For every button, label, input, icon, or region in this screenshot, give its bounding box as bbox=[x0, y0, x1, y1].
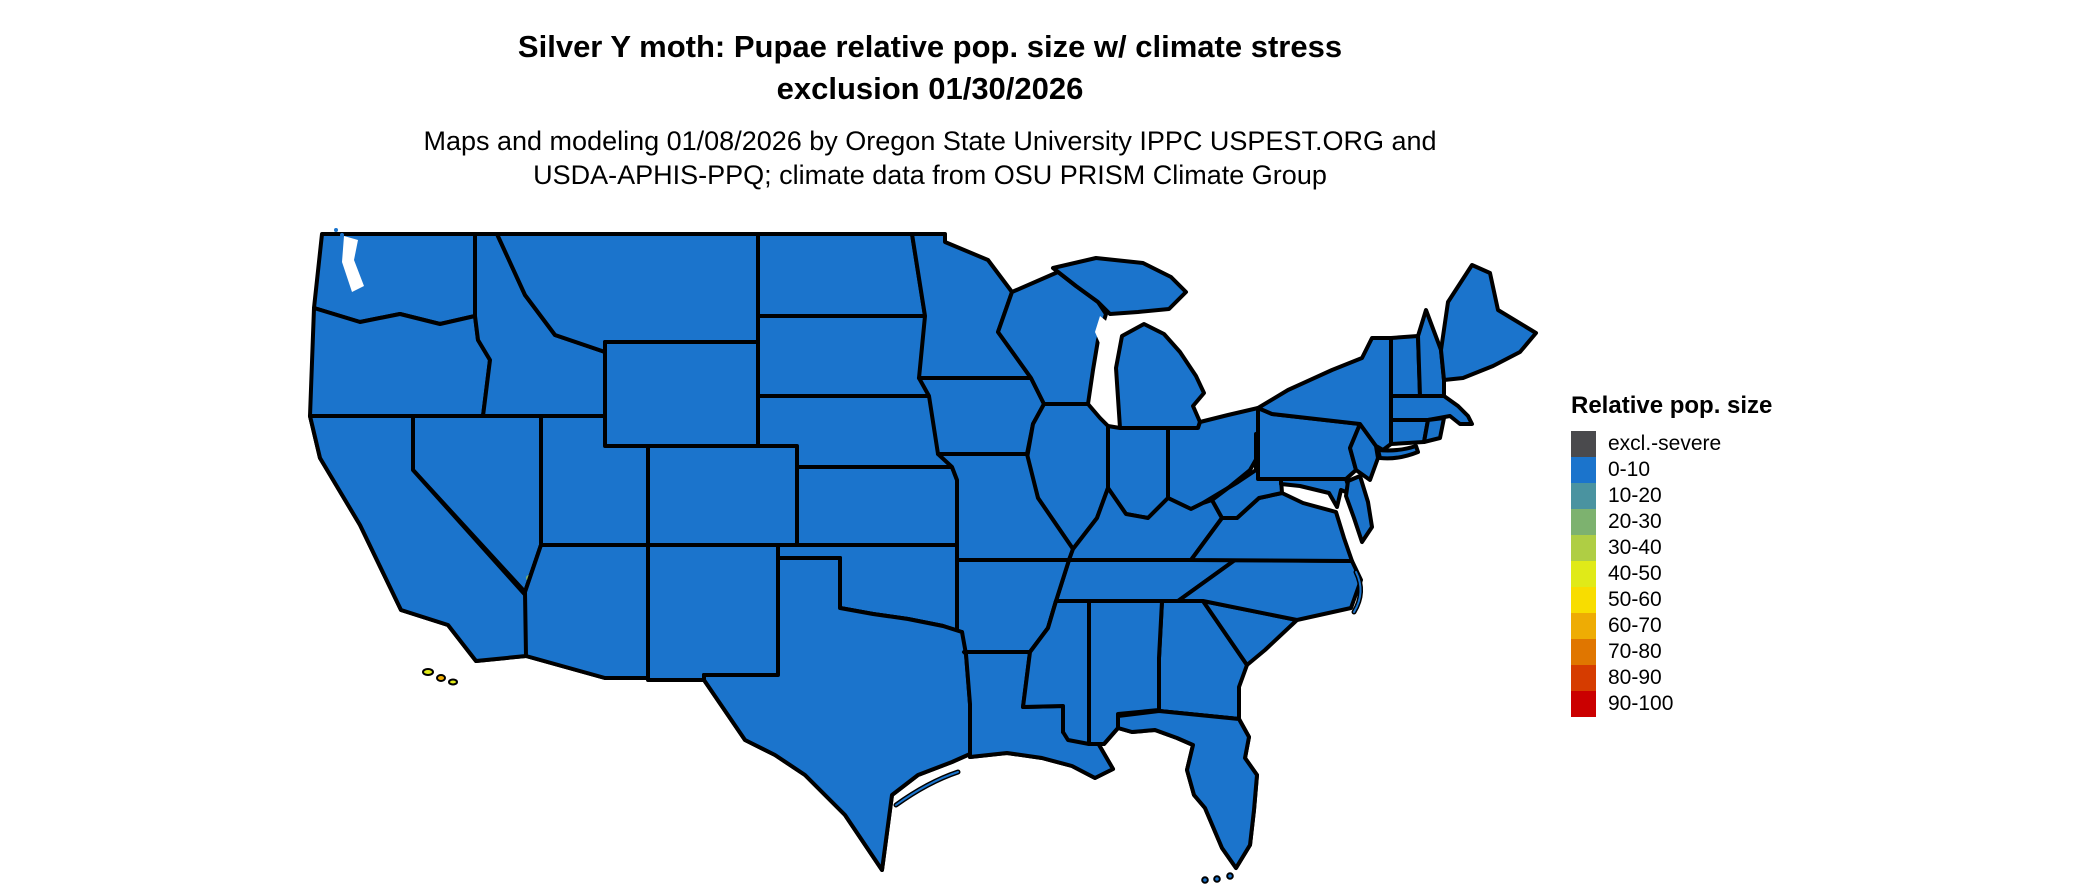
legend-swatch bbox=[1571, 457, 1596, 483]
green-bay bbox=[1095, 316, 1110, 348]
san-juan-islands bbox=[334, 228, 338, 232]
legend-swatch bbox=[1571, 665, 1596, 691]
legend-label: 10-20 bbox=[1608, 484, 1662, 507]
header: Silver Y moth: Pupae relative pop. size … bbox=[180, 0, 1680, 192]
legend-label: 80-90 bbox=[1608, 666, 1662, 689]
state-north-dakota bbox=[756, 232, 927, 318]
legend-label: 20-30 bbox=[1608, 510, 1662, 533]
legend-item: 20-30 bbox=[1571, 509, 1772, 535]
state-new-mexico bbox=[646, 543, 780, 682]
state-washington bbox=[312, 232, 477, 326]
subtitle-line-1: Maps and modeling 01/08/2026 by Oregon S… bbox=[423, 126, 1437, 156]
state-michigan bbox=[1114, 322, 1206, 430]
legend-swatch bbox=[1571, 613, 1596, 639]
legend-swatch bbox=[1571, 561, 1596, 587]
legend-label: 30-40 bbox=[1608, 536, 1662, 559]
offshore-features bbox=[334, 228, 1363, 884]
legend-swatch bbox=[1571, 509, 1596, 535]
florida-keys bbox=[1226, 872, 1234, 880]
legend-item: 60-70 bbox=[1571, 613, 1772, 639]
legend: Relative pop. size excl.-severe 0-10 10-20… bbox=[1571, 392, 1772, 717]
legend-label: 40-50 bbox=[1608, 562, 1662, 585]
florida-keys bbox=[1201, 876, 1209, 884]
state-kansas bbox=[795, 465, 959, 547]
san-juan-islands bbox=[340, 233, 344, 237]
us-map bbox=[308, 228, 1538, 884]
legend-item: 50-60 bbox=[1571, 587, 1772, 613]
legend-label: excl.-severe bbox=[1608, 432, 1722, 455]
channel-island bbox=[448, 678, 458, 686]
legend-swatch bbox=[1571, 535, 1596, 561]
state-rhode-island bbox=[1422, 416, 1446, 444]
page-title: Silver Y moth: Pupae relative pop. size … bbox=[180, 26, 1680, 110]
legend-label: 0-10 bbox=[1608, 458, 1651, 481]
legend-title: Relative pop. size bbox=[1571, 392, 1773, 419]
legend-item: 70-80 bbox=[1571, 639, 1772, 665]
legend-label: 90-100 bbox=[1608, 692, 1674, 715]
state-delaware-delmarva bbox=[1344, 474, 1374, 544]
water-layer bbox=[342, 236, 1110, 348]
state-michigan-upper bbox=[1051, 256, 1188, 316]
state-wyoming bbox=[603, 340, 760, 448]
state-oregon bbox=[308, 306, 492, 418]
legend-item: 10-20 bbox=[1571, 483, 1772, 509]
legend-item: 80-90 bbox=[1571, 665, 1772, 691]
state-iowa bbox=[917, 376, 1046, 456]
legend-swatch bbox=[1571, 639, 1596, 665]
legend-item: excl.-severe bbox=[1571, 431, 1772, 457]
title-line-1: Silver Y moth: Pupae relative pop. size … bbox=[517, 29, 1343, 64]
puget-sound bbox=[342, 236, 364, 292]
legend-swatch bbox=[1571, 691, 1596, 717]
legend-label: 70-80 bbox=[1608, 640, 1662, 663]
legend-item: 40-50 bbox=[1571, 561, 1772, 587]
state-colorado bbox=[646, 444, 799, 547]
legend-rows: excl.-severe 0-10 10-20 20-30 30-40 40-50 50-6… bbox=[1571, 431, 1772, 717]
channel-island bbox=[436, 674, 446, 682]
legend-swatch bbox=[1571, 431, 1596, 457]
state-north-carolina bbox=[1176, 558, 1363, 622]
state-vermont bbox=[1389, 334, 1422, 398]
legend-swatch bbox=[1571, 483, 1596, 509]
legend-item: 30-40 bbox=[1571, 535, 1772, 561]
state-maine bbox=[1439, 263, 1538, 382]
legend-item: 90-100 bbox=[1571, 691, 1772, 717]
legend-label: 60-70 bbox=[1608, 614, 1662, 637]
channel-island bbox=[422, 668, 434, 676]
state-south-dakota bbox=[756, 314, 931, 398]
legend-item: 0-10 bbox=[1571, 457, 1772, 483]
legend-label: 50-60 bbox=[1608, 588, 1662, 611]
long-island bbox=[1376, 444, 1420, 461]
page-subtitle: Maps and modeling 01/08/2026 by Oregon S… bbox=[180, 124, 1680, 192]
title-line-2: exclusion 01/30/2026 bbox=[776, 71, 1084, 106]
legend-swatch bbox=[1571, 587, 1596, 613]
florida-keys bbox=[1213, 875, 1221, 883]
subtitle-line-2: USDA-APHIS-PPQ; climate data from OSU PR… bbox=[533, 160, 1327, 190]
